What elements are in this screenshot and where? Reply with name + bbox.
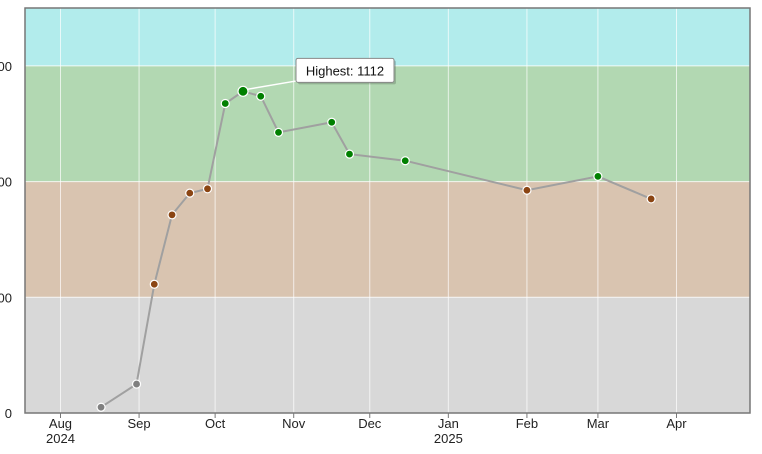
y-tick-label-0: 0 bbox=[5, 406, 12, 421]
annotation-box bbox=[295, 57, 395, 83]
band-2 bbox=[25, 65, 750, 182]
data-points bbox=[96, 85, 656, 412]
data-point-6 bbox=[220, 98, 230, 109]
data-point-8 bbox=[256, 91, 266, 101]
y-tick-label-1: 00 bbox=[0, 290, 12, 305]
data-point-3 bbox=[167, 210, 177, 220]
series-line bbox=[100, 90, 652, 409]
x-tick-label-1: Sep bbox=[128, 416, 151, 431]
data-point-1 bbox=[131, 379, 142, 389]
data-point-11 bbox=[344, 149, 355, 159]
x-tick-label-6: Feb bbox=[516, 416, 538, 431]
data-point-13 bbox=[522, 185, 532, 195]
x-tick-label-0: Aug bbox=[49, 416, 72, 431]
x-tick-label-7: Mar bbox=[587, 416, 610, 431]
band-0 bbox=[25, 297, 750, 413]
x-tick-sublabel-5: 2025 bbox=[434, 431, 463, 446]
y-tick-label-2: 00 bbox=[0, 175, 12, 190]
data-point-15 bbox=[646, 194, 656, 204]
x-tick-sublabel-0: 2024 bbox=[46, 431, 75, 446]
data-point-9 bbox=[273, 127, 284, 137]
plot-frame bbox=[24, 7, 751, 414]
data-point-7 bbox=[237, 85, 249, 97]
data-point-14 bbox=[593, 171, 603, 181]
highest-annotation: Highest: 1112 bbox=[246, 57, 397, 91]
data-point-0 bbox=[96, 402, 106, 412]
data-point-10 bbox=[327, 117, 337, 127]
annotation-connector bbox=[246, 79, 301, 91]
band-1 bbox=[25, 181, 750, 298]
x-tick-label-2: Oct bbox=[205, 416, 226, 431]
data-point-5 bbox=[202, 184, 213, 194]
band-3 bbox=[25, 8, 750, 66]
x-tick-label-8: Apr bbox=[666, 416, 687, 431]
x-tick-label-4: Dec bbox=[358, 416, 382, 431]
background-bands bbox=[25, 8, 750, 413]
y-tick-label-3: 00 bbox=[0, 59, 12, 74]
x-tick-label-3: Nov bbox=[282, 416, 306, 431]
data-point-12 bbox=[400, 156, 410, 166]
data-point-4 bbox=[185, 188, 195, 198]
data-point-2 bbox=[149, 279, 159, 289]
x-tick-label-5: Jan bbox=[438, 416, 459, 431]
annotation-text: Highest: 1112 bbox=[306, 63, 384, 78]
